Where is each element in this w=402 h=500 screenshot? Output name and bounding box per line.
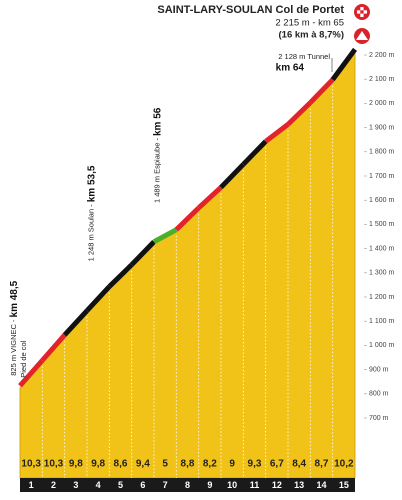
- road-segment: [129, 240, 156, 267]
- y-tick-label: 1 400 m: [369, 245, 394, 252]
- profile-area: [19, 50, 356, 479]
- y-tick-label: 1 800 m: [369, 149, 394, 156]
- annotation: 1 489 m Espiaube - km 56: [152, 107, 163, 203]
- y-tick-label: 1 500 m: [369, 221, 394, 228]
- y-tick-label: 1 600 m: [369, 197, 394, 204]
- y-tick-label: 2 100 m: [369, 76, 394, 83]
- gradient-label: 10,3: [21, 459, 41, 470]
- road-segment: [85, 284, 112, 313]
- summary: (16 km à 8,7%): [279, 30, 344, 41]
- road-segment: [219, 162, 246, 190]
- road-segment: [196, 185, 223, 210]
- y-tick-label: 1 700 m: [369, 173, 394, 180]
- y-tick-label: 900 m: [369, 366, 389, 373]
- chart-title: SAINT-LARY-SOULAN Col de Portet: [157, 4, 344, 16]
- gradient-label: 10,3: [44, 459, 64, 470]
- annotation-text: 2 128 m Tunnel: [278, 52, 330, 61]
- y-tick-label: 1 000 m: [369, 342, 394, 349]
- gradient-label: 8,2: [203, 459, 217, 470]
- annotation-part: km 56: [152, 107, 163, 136]
- road-segment: [308, 77, 335, 105]
- gradient-label: 5: [162, 459, 168, 470]
- annotation-text: km 64: [276, 63, 305, 74]
- gradient-label: 9,4: [136, 459, 150, 470]
- x-tick-label: 13: [294, 480, 304, 490]
- road-segment: [241, 139, 268, 167]
- gradient-label: 8,8: [181, 459, 195, 470]
- x-tick-label: 14: [316, 480, 326, 490]
- x-tick-label: 1: [29, 480, 34, 490]
- y-tick-label: 1 900 m: [369, 124, 394, 131]
- y-tick-label: 1 300 m: [369, 270, 394, 277]
- x-tick-label: 5: [118, 480, 123, 490]
- road-segment: [330, 47, 358, 82]
- annotation-part: km 48,5: [9, 280, 20, 317]
- road-segment: [62, 309, 89, 337]
- x-tick-label: 8: [185, 480, 190, 490]
- x-tick-label: 2: [51, 480, 56, 490]
- road-segment: [40, 333, 67, 362]
- gradient-label: 8,4: [292, 459, 306, 470]
- subtitle: 2 215 m - km 65: [275, 18, 344, 29]
- gradient-label: 9,8: [91, 459, 105, 470]
- y-tick-label: 800 m: [369, 391, 389, 398]
- y-tick-label: 2 000 m: [369, 100, 394, 107]
- annotation-part: 1 248 m Soulan -: [86, 204, 95, 262]
- gradient-label: 8,6: [114, 459, 128, 470]
- road-segment: [107, 262, 134, 289]
- y-tick-label: 2 200 m: [369, 52, 394, 59]
- y-tick-label: 1 100 m: [369, 318, 394, 325]
- x-tick-label: 11: [250, 480, 260, 490]
- x-tick-label: 3: [73, 480, 78, 490]
- gradient-label: 9,8: [69, 459, 83, 470]
- x-tick-label: 7: [163, 480, 168, 490]
- summit-icon: [354, 28, 370, 44]
- km-strip: [20, 478, 355, 492]
- gradient-label: 10,2: [334, 459, 354, 470]
- finish-icon: [354, 4, 370, 20]
- y-tick-label: 700 m: [369, 415, 389, 422]
- x-tick-label: 10: [227, 480, 237, 490]
- road-segment: [286, 100, 313, 127]
- x-tick-label: 9: [207, 480, 212, 490]
- road-segment: [18, 358, 45, 388]
- x-tick-label: 15: [339, 480, 349, 490]
- x-tick-label: 6: [140, 480, 145, 490]
- annotation-text: Pied de col: [19, 340, 28, 377]
- road-segment: [152, 227, 178, 244]
- annotation-text: 1 248 m Soulan - km 53,5: [86, 165, 97, 261]
- annotation: 1 248 m Soulan - km 53,5: [86, 165, 97, 261]
- annotation: 825 m VIGNEC - km 48,5: [9, 280, 20, 375]
- annotation-part: 825 m VIGNEC -: [9, 319, 18, 376]
- annotation-text: 825 m VIGNEC - km 48,5: [9, 280, 20, 375]
- annotation-text: 1 489 m Espiaube - km 56: [152, 107, 163, 203]
- x-tick-label: 4: [96, 480, 101, 490]
- gradient-label: 6,7: [270, 459, 284, 470]
- annotation-part: 1 489 m Espiaube -: [153, 138, 162, 204]
- gradient-label: 9: [229, 459, 235, 470]
- gradient-label: 9,3: [248, 459, 262, 470]
- road-segment: [264, 122, 290, 144]
- road-segment: [174, 206, 201, 232]
- y-tick-label: 1 200 m: [369, 294, 394, 301]
- annotation-part: km 53,5: [86, 165, 97, 202]
- x-tick-label: 12: [272, 480, 282, 490]
- gradient-label: 8,7: [315, 459, 329, 470]
